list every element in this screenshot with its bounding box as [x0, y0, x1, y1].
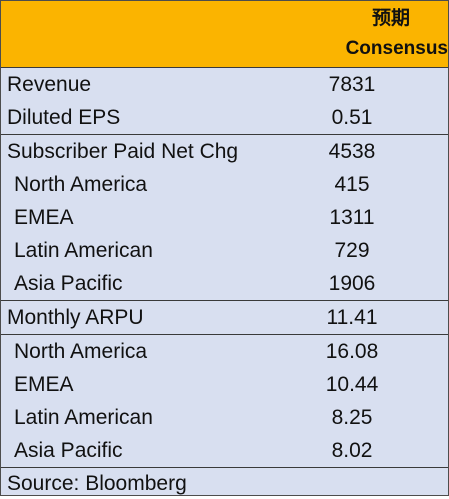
table-row: North America 16.08 — [1, 335, 448, 368]
consensus-column-header: 预期 Consensus — [288, 1, 449, 67]
table-row: Monthly ARPU 11.41 — [1, 301, 448, 334]
row-value: 1906 — [328, 271, 376, 295]
row-value: 8.02 — [331, 438, 373, 462]
row-label: Latin American — [14, 238, 153, 262]
table-row: Latin American 729 — [1, 234, 448, 267]
row-label: North America — [14, 339, 148, 363]
row-label: North America — [14, 172, 148, 196]
table-section: Revenue 7831 Diluted EPS 0.51 — [1, 68, 448, 135]
table-header: 预期 Consensus — [1, 1, 448, 68]
table-body: Revenue 7831 Diluted EPS 0.51 Subscriber Pai… — [1, 68, 448, 468]
row-label: EMEA — [14, 205, 74, 229]
row-value: 4538 — [328, 139, 376, 163]
row-label: Monthly ARPU — [7, 305, 144, 329]
row-label: Asia Pacific — [14, 438, 123, 462]
row-value: 729 — [334, 238, 370, 262]
row-label: Latin American — [14, 405, 153, 429]
header-blank — [1, 1, 288, 67]
row-value: 16.08 — [325, 339, 379, 363]
row-value: 7831 — [328, 72, 376, 96]
table-section: Subscriber Paid Net Chg 4538 North America… — [1, 135, 448, 301]
row-value: 1311 — [329, 205, 375, 229]
header-chinese-label: 预期 — [371, 8, 410, 29]
row-value: 10.44 — [325, 372, 379, 396]
table-row: Asia Pacific 1906 — [1, 267, 448, 300]
table-row: EMEA 1311 — [1, 201, 448, 234]
table-section: North America 16.08 EMEA 10.44 Latin America… — [1, 335, 448, 468]
table-row: North America 415 — [1, 168, 448, 201]
row-label: Diluted EPS — [7, 105, 121, 129]
table-section: Monthly ARPU 11.41 — [1, 301, 448, 335]
row-label: Subscriber Paid Net Chg — [7, 139, 239, 163]
table-row: Latin American 8.25 — [1, 401, 448, 434]
row-value: 8.25 — [331, 405, 373, 429]
table-row: Revenue 7831 — [1, 68, 448, 101]
row-label: Revenue — [7, 72, 92, 96]
row-value: 0.51 — [331, 105, 373, 129]
row-label: EMEA — [14, 372, 74, 396]
row-value: 415 — [334, 172, 370, 196]
table-row: Asia Pacific 8.02 — [1, 434, 448, 467]
table-row: EMEA 10.44 — [1, 368, 448, 401]
table-row: Subscriber Paid Net Chg 4538 — [1, 135, 448, 168]
row-label: Asia Pacific — [14, 271, 123, 295]
header-consensus-label: Consensus — [345, 38, 448, 59]
source-note: Source: Bloomberg — [7, 471, 187, 495]
table-row: Diluted EPS 0.51 — [1, 101, 448, 134]
row-value: 11.41 — [326, 305, 378, 329]
